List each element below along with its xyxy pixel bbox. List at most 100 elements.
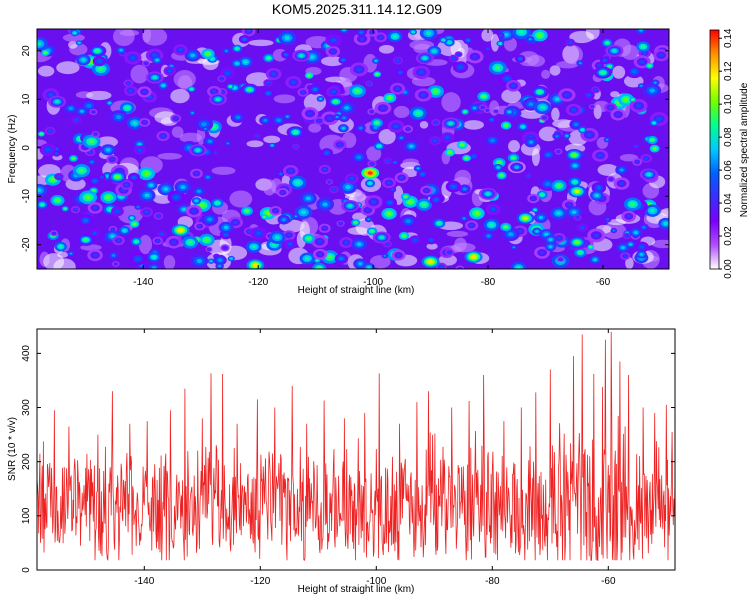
heatmap-blob <box>619 181 625 186</box>
heatmap-blob <box>281 218 286 222</box>
heatmap-blob <box>501 88 522 104</box>
heatmap-blob <box>339 257 344 261</box>
heatmap-blob <box>307 74 311 77</box>
colorbar-gradient <box>710 30 719 269</box>
heatmap-blob <box>629 243 632 246</box>
heatmap-blob <box>138 234 153 255</box>
heatmap-blob <box>545 153 551 157</box>
heatmap-x-tick-label: -100 <box>363 277 383 288</box>
heatmap-blob <box>359 31 363 34</box>
heatmap-x-ticks: -140 -120 -100 -80 -60 <box>133 29 611 288</box>
heatmap-blob <box>407 199 413 204</box>
heatmap-blob <box>98 66 104 71</box>
heatmap-blob <box>393 161 397 164</box>
heatmap-blob <box>204 238 210 242</box>
heatmap-blob <box>92 206 98 210</box>
heatmap-blob <box>294 215 298 218</box>
colorbar-tick-label: 0.08 <box>723 127 734 147</box>
heatmap-blob <box>463 110 467 113</box>
heatmap-blob <box>226 142 229 145</box>
heatmap-blob <box>126 82 130 85</box>
heatmap-blob <box>92 189 95 192</box>
heatmap-peak <box>195 148 201 153</box>
heatmap-blob <box>358 262 363 266</box>
heatmap-blob <box>565 135 569 137</box>
heatmap-blob <box>251 244 257 249</box>
heatmap-y-axis-label: Frequency (Hz) <box>7 115 18 184</box>
heatmap-blob <box>625 234 628 237</box>
heatmap-blob <box>223 246 227 249</box>
heatmap-blob <box>90 161 94 164</box>
heatmap-blob <box>395 86 400 91</box>
heatmap-blob <box>235 115 241 120</box>
heatmap-blob <box>173 195 180 200</box>
heatmap-blob <box>265 211 271 216</box>
heatmap-blob <box>235 47 239 50</box>
heatmap-blob <box>528 38 532 41</box>
heatmap-blob <box>322 168 327 171</box>
heatmap-blob <box>55 152 58 155</box>
heatmap-blob <box>180 185 186 190</box>
heatmap-peak <box>333 99 339 104</box>
heatmap-blob <box>263 216 266 218</box>
heatmap-blob <box>462 217 466 220</box>
heatmap-blob <box>541 69 551 79</box>
heatmap-blob <box>507 110 511 114</box>
heatmap-blob <box>273 209 278 213</box>
heatmap-blob <box>86 90 112 101</box>
heatmap-peaks <box>48 44 658 269</box>
heatmap-blob <box>413 238 418 242</box>
heatmap-blob <box>105 174 110 178</box>
heatmap-blob <box>587 93 591 97</box>
heatmap-blob <box>209 260 213 262</box>
heatmap-blob <box>191 112 194 114</box>
heatmap-blob <box>194 172 199 175</box>
heatmap-blob <box>365 208 371 212</box>
heatmap-blob <box>462 187 467 191</box>
heatmap-blob <box>548 238 553 242</box>
heatmap-blob <box>537 33 543 38</box>
heatmap-blob <box>317 252 323 256</box>
heatmap-blob <box>648 64 651 67</box>
heatmap-peak <box>611 49 617 53</box>
heatmap-blob <box>111 254 116 257</box>
heatmap-blob <box>383 255 386 257</box>
heatmap-blob <box>45 147 51 152</box>
heatmap-blob <box>386 243 389 246</box>
chart-title: KOM5.2025.311.14.12.G09 <box>272 1 442 17</box>
heatmap-blob <box>380 106 386 111</box>
heatmap-peak <box>347 204 353 208</box>
heatmap-blob <box>198 224 202 228</box>
heatmap-blob <box>196 189 201 193</box>
heatmap-blob <box>421 202 427 207</box>
heatmap-blob <box>507 232 514 237</box>
heatmap-blob <box>597 164 619 176</box>
heatmap-blob <box>651 239 669 249</box>
heatmap-blob <box>94 133 97 135</box>
heatmap-blob <box>44 51 47 54</box>
heatmap-blob <box>392 34 398 39</box>
heatmap-blob <box>578 251 583 254</box>
heatmap-blob <box>415 111 421 116</box>
heatmap-blob <box>581 128 584 131</box>
heatmap-blob <box>160 134 166 138</box>
heatmap-blob <box>88 150 92 154</box>
heatmap-blob <box>540 193 544 196</box>
heatmap-blob <box>80 109 84 113</box>
heatmap-blob <box>416 167 420 170</box>
heatmap-blob <box>623 97 629 102</box>
heatmap-blob <box>108 102 111 104</box>
heatmap-blob <box>481 29 494 42</box>
heatmap-blob <box>489 138 495 143</box>
heatmap-blob <box>494 110 497 113</box>
heatmap-blob <box>225 71 231 76</box>
heatmap-blob <box>243 60 248 64</box>
heatmap-blob <box>490 207 496 212</box>
heatmap-blob <box>142 121 147 124</box>
heatmap-blob <box>652 122 656 124</box>
heatmap-blob <box>620 246 625 250</box>
snr-y-axis-label: SNR (10 * v/v) <box>7 417 18 481</box>
heatmap-blob <box>370 230 374 233</box>
snr-y-tick-label: 200 <box>21 453 32 470</box>
heatmap-blob <box>557 150 560 153</box>
